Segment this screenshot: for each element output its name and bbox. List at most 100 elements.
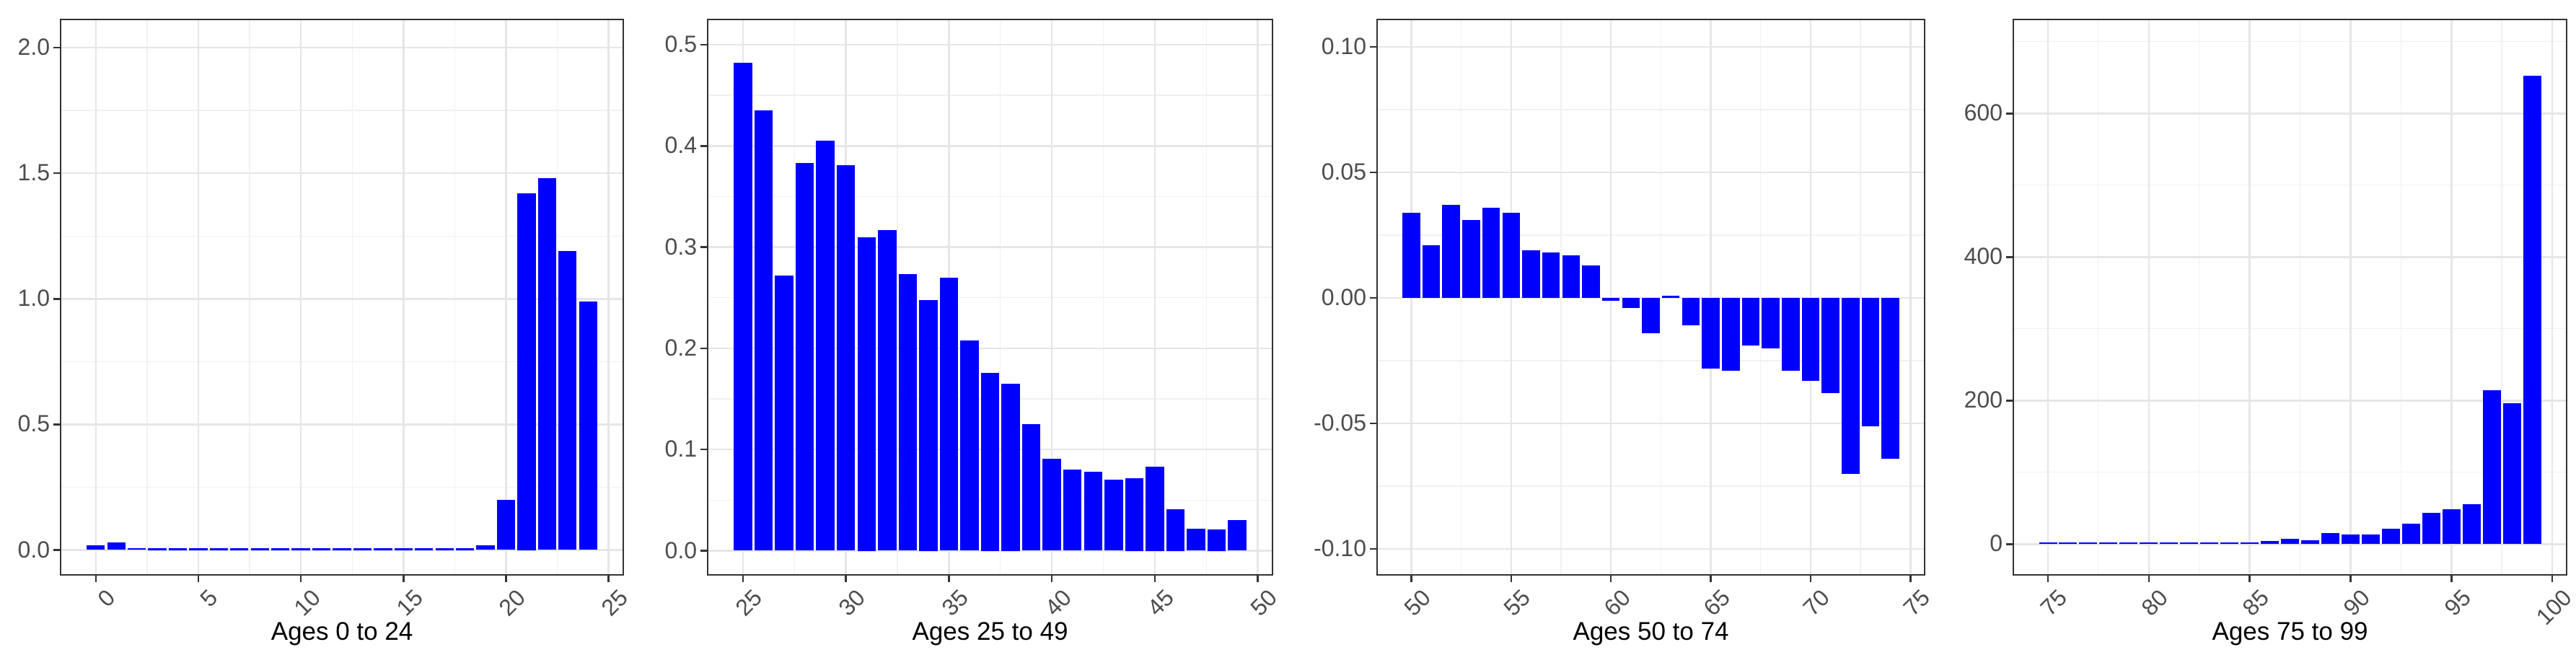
bar-age-2 xyxy=(127,547,146,550)
x-tick-mark xyxy=(1153,576,1156,582)
grid-minor-line-x xyxy=(454,19,456,576)
grid-major-line-x xyxy=(2047,19,2049,576)
x-axis-title: Ages 75 to 99 xyxy=(2212,617,2368,646)
bar-age-89 xyxy=(2321,533,2339,545)
bar-age-74 xyxy=(1881,298,1899,459)
bar-age-73 xyxy=(1861,298,1880,426)
x-tick-mark xyxy=(2047,576,2049,582)
grid-minor-line-x xyxy=(1000,19,1001,576)
x-tick-mark xyxy=(742,576,744,582)
chart-ages-50-to-74: -0.10 -0.05 0.00 0.05 0.10 50 55 60 65 70 75 Ages 5… xyxy=(1288,0,1935,660)
grid-major-line-x xyxy=(1710,19,1712,576)
y-tick-mark xyxy=(53,423,60,426)
y-tick-mark xyxy=(2006,256,2013,258)
bar-age-32 xyxy=(878,229,897,551)
bar-age-67 xyxy=(1741,298,1760,346)
bar-age-68 xyxy=(1762,298,1780,348)
grid-major-line-y xyxy=(2013,113,2567,115)
bar-age-65 xyxy=(1702,298,1720,369)
bar-age-20 xyxy=(496,499,516,550)
x-tick-label: 0 xyxy=(92,584,120,612)
bar-age-13 xyxy=(353,548,372,550)
grid-minor-line-x xyxy=(249,19,250,576)
x-tick-mark xyxy=(94,576,97,582)
bar-age-79 xyxy=(2119,542,2138,545)
x-tick-mark xyxy=(1909,576,1912,582)
y-tick-mark xyxy=(1370,171,1376,174)
bar-age-75 xyxy=(2039,542,2057,545)
grid-major-line-y xyxy=(707,43,1273,46)
bar-age-58 xyxy=(1562,255,1581,299)
bar-age-6 xyxy=(209,548,229,550)
bar-age-48 xyxy=(1207,529,1226,551)
x-tick-mark xyxy=(299,576,302,582)
x-tick-label: 65 xyxy=(1698,584,1735,621)
bar-age-24 xyxy=(579,301,597,550)
grid-minor-line-x xyxy=(351,19,353,576)
x-tick-mark xyxy=(2148,576,2150,582)
y-tick-mark xyxy=(700,448,707,451)
y-tick-label: 400 xyxy=(1964,243,2003,270)
x-tick-label: 15 xyxy=(391,584,428,621)
bar-age-34 xyxy=(919,299,938,551)
grid-minor-line-y xyxy=(707,94,1273,96)
x-tick-label: 70 xyxy=(1798,584,1835,621)
bar-age-10 xyxy=(291,548,310,550)
y-tick-label: 0.5 xyxy=(17,410,50,437)
bar-age-22 xyxy=(537,178,556,550)
y-tick-mark xyxy=(1370,45,1376,48)
y-tick-mark xyxy=(53,549,60,551)
bar-age-8 xyxy=(250,548,269,550)
bar-age-12 xyxy=(333,548,351,550)
bar-age-83 xyxy=(2200,542,2219,545)
grid-major-line-x xyxy=(1050,19,1053,576)
bar-age-69 xyxy=(1781,298,1800,371)
bar-age-84 xyxy=(2220,542,2239,545)
y-tick-label: 0.5 xyxy=(664,30,697,57)
bar-age-35 xyxy=(939,277,959,551)
x-tick-mark xyxy=(197,576,200,582)
y-tick-mark xyxy=(53,46,60,49)
bar-age-98 xyxy=(2502,403,2521,545)
bar-age-80 xyxy=(2140,542,2158,545)
x-tick-label: 25 xyxy=(730,584,768,621)
y-tick-mark xyxy=(700,347,707,350)
x-tick-label: 90 xyxy=(2338,584,2375,621)
x-tick-mark xyxy=(1710,576,1712,582)
x-tick-mark xyxy=(2349,576,2352,582)
x-tick-label: 55 xyxy=(1498,584,1536,621)
bar-age-70 xyxy=(1801,298,1820,381)
x-tick-label: 60 xyxy=(1599,584,1635,621)
y-tick-mark xyxy=(700,43,707,46)
bar-age-96 xyxy=(2462,503,2481,545)
y-tick-label: 0.10 xyxy=(1321,32,1366,59)
bar-age-5 xyxy=(189,548,208,550)
x-tick-mark xyxy=(1809,576,1812,582)
bar-age-43 xyxy=(1104,480,1123,551)
chart-ages-25-to-49: 0.0 0.1 0.2 0.3 0.4 0.5 25 30 35 40 45 50 Ages 25 to… xyxy=(644,0,1288,660)
bar-age-15 xyxy=(394,548,413,550)
plot-panel xyxy=(707,19,1273,576)
grid-major-line-y xyxy=(1376,45,1925,48)
x-tick-mark xyxy=(2551,576,2554,582)
grid-major-line-y xyxy=(2013,256,2567,258)
x-tick-label: 80 xyxy=(2136,584,2173,621)
x-tick-label: 30 xyxy=(833,584,871,621)
bar-age-85 xyxy=(2241,542,2259,545)
bar-age-30 xyxy=(836,164,856,551)
x-axis-title: Ages 0 to 24 xyxy=(271,617,413,646)
grid-minor-line-x xyxy=(556,19,558,576)
plot-panel xyxy=(2013,19,2567,576)
bar-age-29 xyxy=(816,141,835,551)
bar-age-49 xyxy=(1228,520,1247,551)
bar-age-78 xyxy=(2099,542,2118,545)
x-tick-label: 25 xyxy=(596,584,633,621)
y-tick-mark xyxy=(2006,543,2013,545)
grid-major-line-y xyxy=(707,347,1273,350)
bar-age-36 xyxy=(960,340,979,551)
grid-major-line-x xyxy=(2450,19,2453,576)
bar-age-93 xyxy=(2401,524,2420,545)
y-tick-mark xyxy=(1370,422,1376,425)
grid-major-line-x xyxy=(2551,19,2554,576)
x-axis-title: Ages 25 to 49 xyxy=(912,617,1068,646)
